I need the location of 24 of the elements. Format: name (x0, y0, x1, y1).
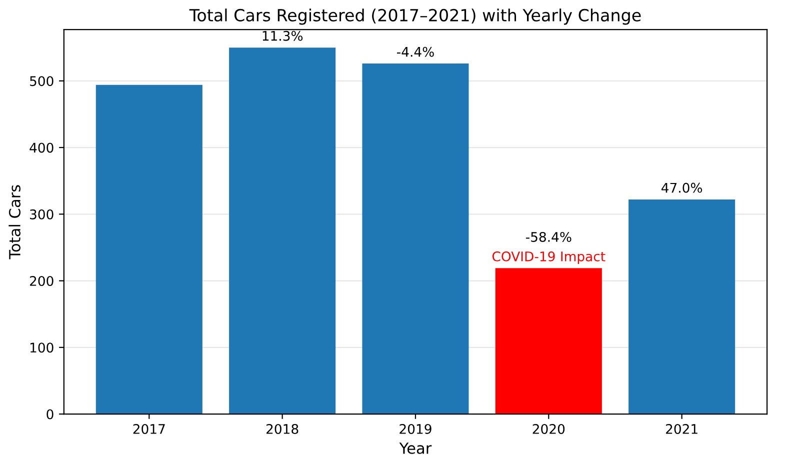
bar (96, 84, 202, 414)
annotation: 47.0% (662, 182, 702, 193)
y-tick-label: 400 (30, 142, 54, 153)
annotation: -4.4% (396, 46, 434, 57)
annotation: -58.4% (526, 232, 572, 242)
x-tick-label: 2019 (400, 424, 432, 434)
y-tick-label: 500 (30, 76, 54, 86)
bar (362, 64, 469, 414)
y-tick-label: 300 (30, 209, 54, 220)
x-tick-label: 2018 (266, 424, 298, 434)
x-axis-title: Year (399, 442, 432, 454)
y-tick-label: 200 (30, 276, 54, 286)
annotation: 11.3% (262, 30, 303, 41)
bar (229, 48, 336, 414)
x-tick-label: 2021 (666, 424, 698, 434)
annotation: COVID-19 Impact (492, 251, 606, 264)
bar (495, 268, 602, 414)
y-tick-label: 0 (46, 409, 54, 420)
x-tick-label: 2017 (133, 424, 165, 434)
bar (628, 199, 736, 414)
y-axis-title: Total Cars (8, 185, 20, 260)
chart-title: Total Cars Registered (2017–2021) with Yearly Change (189, 8, 641, 25)
x-tick-label: 2020 (532, 424, 565, 434)
y-tick-label: 100 (30, 342, 54, 353)
